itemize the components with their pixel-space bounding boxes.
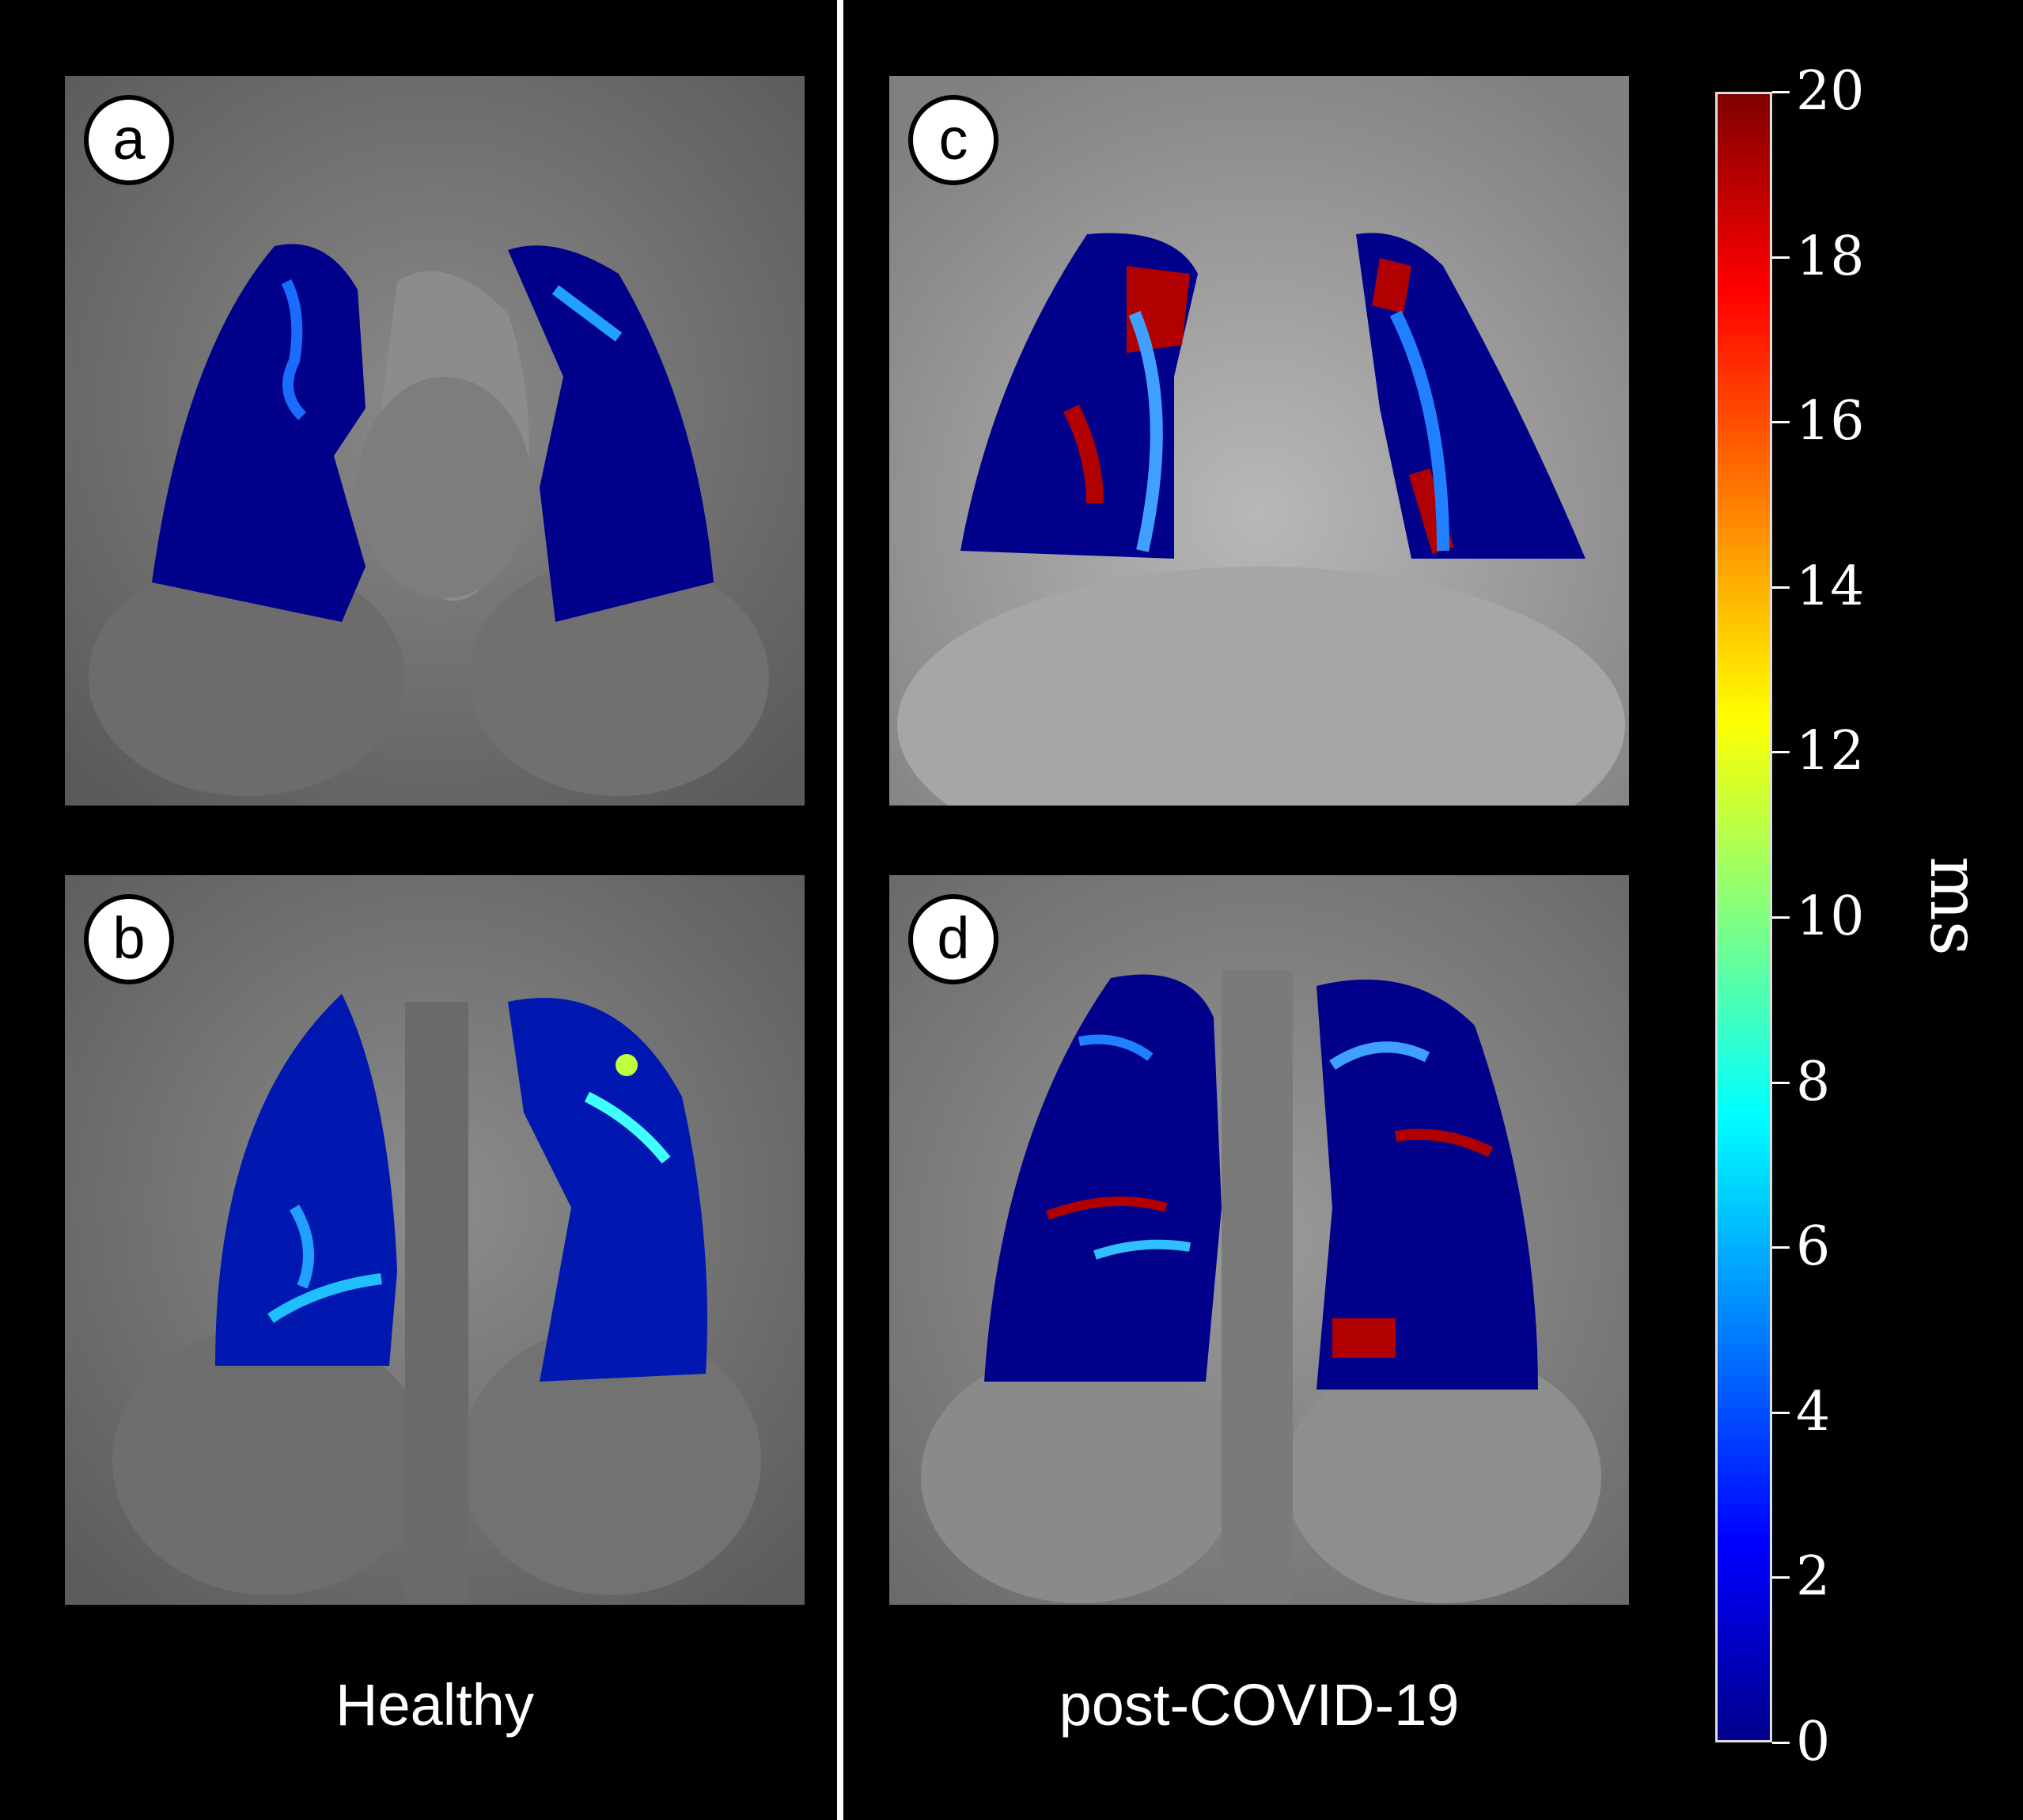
colorbar-tick-mark (1772, 586, 1790, 589)
colorbar-unit-label: ms (1915, 856, 1994, 956)
mri-panel-b: b (65, 875, 805, 1605)
colorbar-tick-mark (1772, 916, 1790, 919)
colorbar-tick-mark (1772, 1576, 1790, 1579)
colorbar-tick-mark (1772, 1246, 1790, 1249)
colorbar-tick-mark (1772, 256, 1790, 259)
colorbar-tick-mark (1772, 1411, 1790, 1414)
colorbar-tick-label: 4 (1796, 1380, 1831, 1443)
colorbar (1715, 92, 1772, 1742)
mri-panel-c: c (889, 76, 1629, 806)
panel-letter-d: d (908, 894, 998, 984)
colorbar-tick-label: 18 (1796, 225, 1865, 288)
colorbar-tick-mark (1772, 751, 1790, 754)
colorbar-tick-label: 12 (1796, 720, 1865, 783)
colorbar-tick-label: 6 (1796, 1215, 1831, 1279)
panel-letter-a: a (84, 95, 174, 185)
colorbar-tick-mark (1772, 1081, 1790, 1084)
panel-letter-b: b (84, 894, 174, 984)
colorbar-tick-mark (1772, 421, 1790, 424)
group-label-healthy: Healthy (335, 1672, 534, 1738)
lung-mri-image-d (889, 875, 1629, 1605)
lung-mri-image-a (65, 76, 805, 806)
colorbar-tick-label: 10 (1796, 885, 1865, 948)
lung-mri-image-b (65, 875, 805, 1605)
group-label-post-covid: post-COVID-19 (1059, 1672, 1460, 1738)
mri-panel-a: a (65, 76, 805, 806)
panel-letter-c: c (908, 95, 998, 185)
colorbar-tick-label: 16 (1796, 390, 1865, 453)
panel-divider (837, 0, 843, 1820)
colorbar-tick-mark (1772, 91, 1790, 93)
colorbar-tick-label: 0 (1796, 1711, 1831, 1773)
lung-mri-image-c (889, 76, 1629, 806)
colorbar-tick-mark (1772, 1742, 1790, 1744)
colorbar-tick-label: 14 (1796, 555, 1865, 618)
colorbar-tick-label: 2 (1796, 1545, 1831, 1609)
colorbar-tick-label: 8 (1796, 1050, 1831, 1113)
mri-panel-d: d (889, 875, 1629, 1605)
colorbar-tick-label: 20 (1796, 60, 1865, 123)
